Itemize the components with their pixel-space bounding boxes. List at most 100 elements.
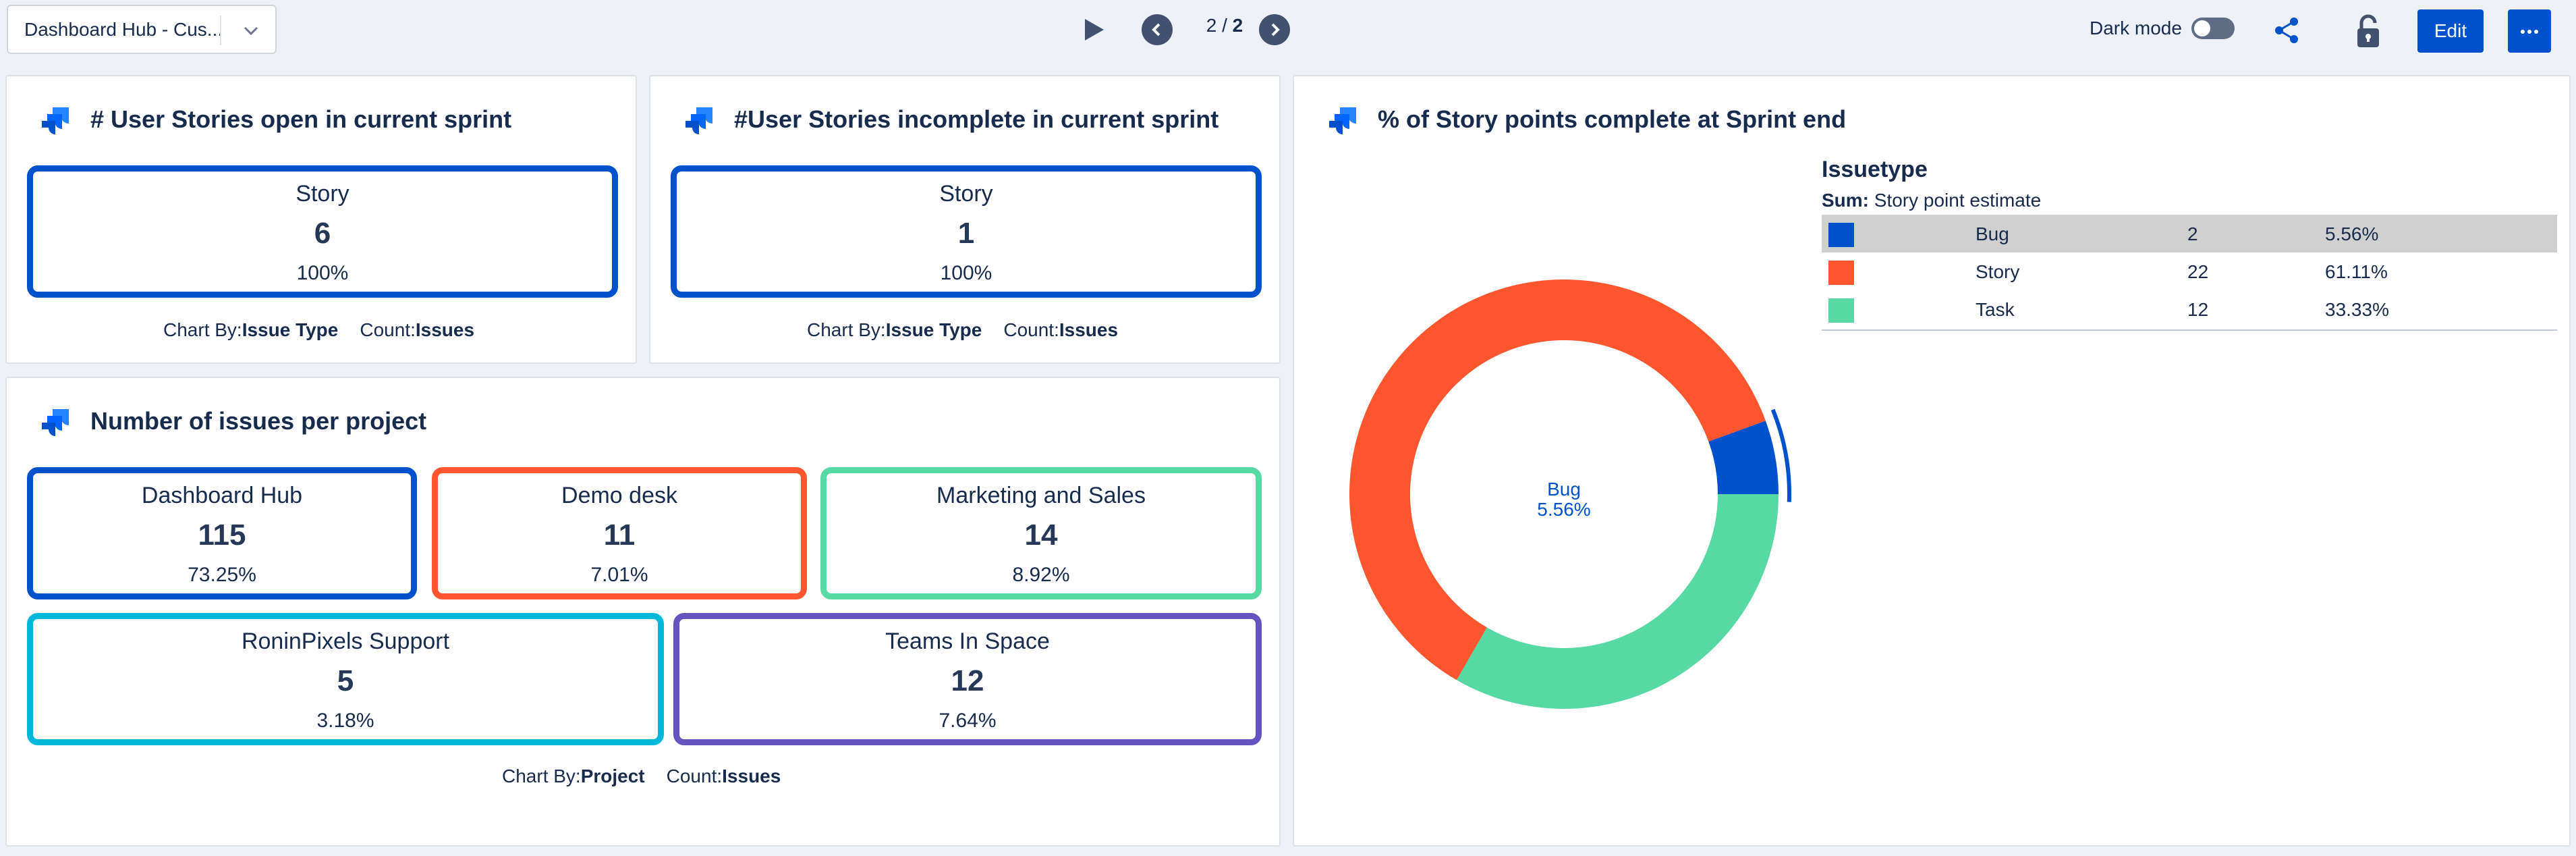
panel-title-text: # User Stories open in current sprint: [90, 105, 512, 133]
kpi-value: 1: [957, 217, 975, 250]
page-indicator: 2 / 2: [1194, 15, 1255, 36]
legend-row-bug[interactable]: Bug 2 5.56%: [1822, 215, 2557, 252]
legend-category: Task: [1976, 299, 2015, 320]
chart-legend: Issuetype Sum: Story point estimate Bug 2…: [1822, 157, 2557, 359]
kpi-value: 12: [951, 664, 984, 697]
count-label: Count:: [666, 766, 723, 786]
legend-subtitle-value: Story point estimate: [1874, 190, 2042, 211]
legend-divider: [1822, 329, 2557, 331]
edit-button[interactable]: Edit: [2417, 9, 2484, 53]
kpi-label: Story: [939, 181, 993, 207]
kpi-label: Marketing and Sales: [936, 483, 1146, 508]
donut-chart: Bug 5.56%: [1349, 279, 1791, 709]
count-value: Issues: [1059, 319, 1119, 340]
legend-percent: 5.56%: [2325, 223, 2379, 244]
legend-percent: 33.33%: [2325, 299, 2389, 320]
jira-logo-icon: [1329, 107, 1356, 134]
chevron-down-icon: [244, 26, 258, 36]
next-page-button[interactable]: [1259, 14, 1290, 45]
dashboard-selector[interactable]: Dashboard Hub - Cus...: [7, 5, 277, 54]
chart-by-label: Chart By:: [163, 319, 242, 340]
count-label: Count:: [1003, 319, 1059, 340]
legend-row-story[interactable]: Story 22 61.11%: [1822, 252, 2557, 290]
chevron-right-icon: [1271, 23, 1280, 36]
count-value: Issues: [722, 766, 781, 786]
kpi-label: Demo desk: [561, 483, 677, 508]
kpi-card-demo-desk[interactable]: Demo desk 11 7.01%: [432, 467, 807, 599]
page-total: 2: [1232, 15, 1243, 36]
panel-title-text: Number of issues per project: [90, 407, 427, 435]
panel-title-text: % of Story points complete at Sprint end: [1378, 105, 1847, 133]
legend-subtitle-label: Sum:: [1822, 190, 1869, 211]
panel-story-points: % of Story points complete at Sprint end: [1293, 75, 2571, 847]
kpi-card-roninpixels-support[interactable]: RoninPixels Support 5 3.18%: [27, 613, 664, 745]
legend-category: Story: [1976, 261, 2020, 282]
chart-footer: Chart By:Project Count:Issues: [502, 766, 781, 787]
chevron-left-icon: [1152, 23, 1160, 36]
chart-by-value: Project: [580, 766, 645, 786]
panel-incomplete-stories: #User Stories incomplete in current spri…: [649, 75, 1281, 364]
panel-issues-per-project: Number of issues per project Dashboard H…: [5, 377, 1281, 847]
kpi-value: 115: [198, 518, 246, 552]
donut-slice-bug[interactable]: [1708, 421, 1779, 494]
donut-slice-story[interactable]: [1349, 279, 1766, 680]
page-separator: /: [1216, 15, 1233, 36]
donut-slice-task[interactable]: [1457, 494, 1779, 709]
legend-row-task[interactable]: Task 12 33.33%: [1822, 290, 2557, 328]
play-icon[interactable]: [1078, 15, 1108, 45]
chart-by-label: Chart By:: [807, 319, 886, 340]
jira-logo-icon: [685, 107, 712, 134]
kpi-value: 14: [1024, 518, 1058, 552]
donut-center-label: Bug: [1547, 479, 1581, 500]
legend-title: Issuetype: [1822, 157, 1928, 182]
kpi-card-marketing-and-sales[interactable]: Marketing and Sales 14 8.92%: [820, 467, 1262, 599]
dashboard-name: Dashboard Hub - Cus...: [24, 18, 223, 40]
count-value: Issues: [415, 319, 475, 340]
jira-logo-icon: [42, 409, 69, 436]
kpi-value: 6: [314, 217, 331, 250]
kpi-percent: 100%: [296, 262, 349, 284]
legend-swatch: [1828, 298, 1854, 323]
legend-percent: 61.11%: [2325, 261, 2388, 282]
kpi-percent: 8.92%: [1012, 564, 1070, 586]
more-icon-dot: [2534, 30, 2538, 34]
donut-slice-highlight: [1770, 408, 1791, 502]
legend-category: Bug: [1976, 223, 2009, 244]
legend-swatch: [1828, 261, 1854, 285]
kpi-card-story[interactable]: Story 1 100%: [671, 165, 1262, 298]
kpi-label: Teams In Space: [885, 628, 1050, 654]
kpi-percent: 3.18%: [316, 710, 374, 732]
chart-by-value: Issue Type: [885, 319, 982, 340]
chart-by-value: Issue Type: [242, 319, 339, 340]
donut-center-value: 5.56%: [1537, 499, 1590, 520]
count-label: Count:: [360, 319, 416, 340]
more-icon-dot: [2527, 30, 2531, 34]
kpi-percent: 7.01%: [590, 564, 648, 586]
chart-by-label: Chart By:: [502, 766, 581, 786]
panel-title: #User Stories incomplete in current spri…: [683, 102, 1219, 137]
panel-title: # User Stories open in current sprint: [39, 102, 511, 137]
chart-footer: Chart By:Issue Type Count:Issues: [163, 319, 474, 341]
unlock-icon[interactable]: [2353, 14, 2383, 49]
kpi-card-dashboard-hub[interactable]: Dashboard Hub 115 73.25%: [27, 467, 417, 599]
kpi-label: RoninPixels Support: [241, 628, 450, 654]
kpi-label: Story: [296, 181, 349, 207]
more-icon: [2521, 30, 2525, 34]
legend-swatch: [1828, 223, 1854, 247]
kpi-value: 5: [337, 664, 354, 697]
jira-logo-icon: [42, 107, 69, 134]
dashboard-toolbar: Dashboard Hub - Cus... 2 / 2 Dark mode E…: [0, 0, 2576, 61]
previous-page-button[interactable]: [1142, 14, 1173, 45]
legend-value: 12: [2187, 299, 2209, 320]
selector-divider: [220, 16, 221, 45]
kpi-percent: 73.25%: [188, 564, 256, 586]
kpi-percent: 100%: [940, 262, 992, 284]
kpi-card-story[interactable]: Story 6 100%: [27, 165, 618, 298]
dark-mode-label: Dark mode: [2090, 18, 2182, 38]
share-icon[interactable]: [2272, 16, 2301, 45]
toggle-knob: [2194, 20, 2210, 36]
kpi-value: 11: [603, 518, 636, 552]
dark-mode-toggle[interactable]: [2191, 18, 2235, 39]
kpi-card-teams-in-space[interactable]: Teams In Space 12 7.64%: [673, 613, 1262, 745]
more-options-button[interactable]: [2508, 9, 2551, 53]
